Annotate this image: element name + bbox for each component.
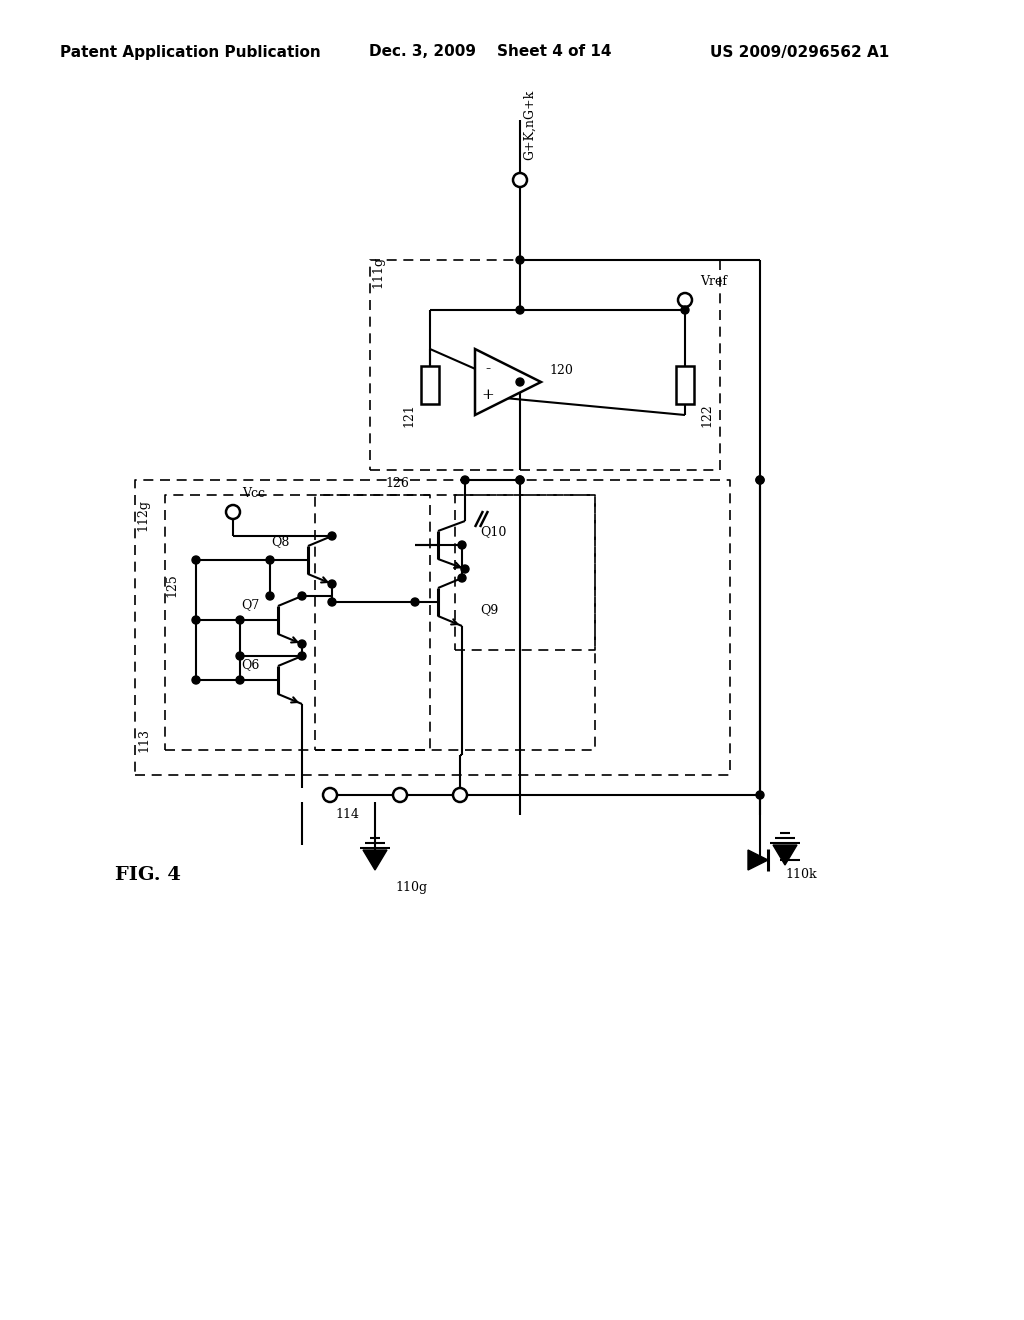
Circle shape bbox=[193, 556, 200, 564]
Text: FIG. 4: FIG. 4 bbox=[115, 866, 181, 884]
Text: 114: 114 bbox=[335, 808, 359, 821]
Circle shape bbox=[298, 591, 306, 601]
Circle shape bbox=[756, 477, 764, 484]
Text: 110g: 110g bbox=[395, 882, 427, 895]
Polygon shape bbox=[773, 845, 797, 865]
Text: 126: 126 bbox=[385, 477, 409, 490]
Text: 122: 122 bbox=[700, 403, 713, 426]
Polygon shape bbox=[362, 850, 387, 870]
Circle shape bbox=[298, 652, 306, 660]
Text: 125: 125 bbox=[166, 573, 178, 597]
Text: -: - bbox=[485, 362, 490, 376]
Circle shape bbox=[681, 306, 689, 314]
Text: 121: 121 bbox=[402, 403, 415, 426]
Bar bbox=[421, 366, 439, 404]
Circle shape bbox=[193, 676, 200, 684]
Circle shape bbox=[236, 652, 244, 660]
Circle shape bbox=[193, 616, 200, 624]
Circle shape bbox=[458, 541, 466, 549]
Polygon shape bbox=[748, 850, 768, 870]
Polygon shape bbox=[475, 348, 541, 414]
Circle shape bbox=[393, 788, 407, 803]
Circle shape bbox=[226, 506, 240, 519]
Circle shape bbox=[453, 788, 467, 803]
Circle shape bbox=[513, 173, 527, 187]
Bar bbox=[676, 366, 694, 404]
Text: Q6: Q6 bbox=[242, 659, 260, 672]
Circle shape bbox=[516, 477, 524, 484]
Circle shape bbox=[756, 791, 764, 799]
Circle shape bbox=[516, 256, 524, 264]
Text: 113: 113 bbox=[137, 729, 151, 752]
Circle shape bbox=[461, 477, 469, 484]
Circle shape bbox=[266, 556, 274, 564]
Text: US 2009/0296562 A1: US 2009/0296562 A1 bbox=[711, 45, 890, 59]
Text: Vcc: Vcc bbox=[242, 487, 265, 500]
Circle shape bbox=[236, 676, 244, 684]
Circle shape bbox=[516, 477, 524, 484]
Text: Q7: Q7 bbox=[242, 598, 260, 611]
Text: Q9: Q9 bbox=[480, 603, 499, 616]
Text: Vref: Vref bbox=[700, 275, 727, 288]
Circle shape bbox=[516, 378, 524, 385]
Circle shape bbox=[298, 640, 306, 648]
Circle shape bbox=[328, 598, 336, 606]
Circle shape bbox=[461, 565, 469, 573]
Circle shape bbox=[266, 591, 274, 601]
Text: Dec. 3, 2009    Sheet 4 of 14: Dec. 3, 2009 Sheet 4 of 14 bbox=[369, 45, 611, 59]
Text: Patent Application Publication: Patent Application Publication bbox=[59, 45, 321, 59]
Text: 111g: 111g bbox=[372, 256, 384, 288]
Text: 120: 120 bbox=[549, 363, 572, 376]
Circle shape bbox=[328, 532, 336, 540]
Circle shape bbox=[236, 616, 244, 624]
Circle shape bbox=[411, 598, 419, 606]
Circle shape bbox=[756, 477, 764, 484]
Text: Q8: Q8 bbox=[271, 536, 290, 549]
Circle shape bbox=[516, 306, 524, 314]
Text: G+K,nG+k: G+K,nG+k bbox=[523, 90, 537, 160]
Circle shape bbox=[323, 788, 337, 803]
Text: 112g: 112g bbox=[136, 499, 150, 531]
Circle shape bbox=[678, 293, 692, 308]
Text: 110k: 110k bbox=[785, 869, 816, 882]
Circle shape bbox=[458, 574, 466, 582]
Text: +: + bbox=[481, 388, 495, 403]
Text: Q10: Q10 bbox=[480, 525, 507, 539]
Circle shape bbox=[328, 579, 336, 587]
